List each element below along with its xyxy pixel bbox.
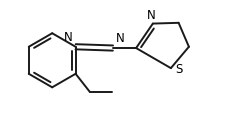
Text: S: S xyxy=(175,63,183,76)
Text: N: N xyxy=(64,31,73,44)
Text: N: N xyxy=(147,9,156,21)
Text: N: N xyxy=(116,32,124,45)
